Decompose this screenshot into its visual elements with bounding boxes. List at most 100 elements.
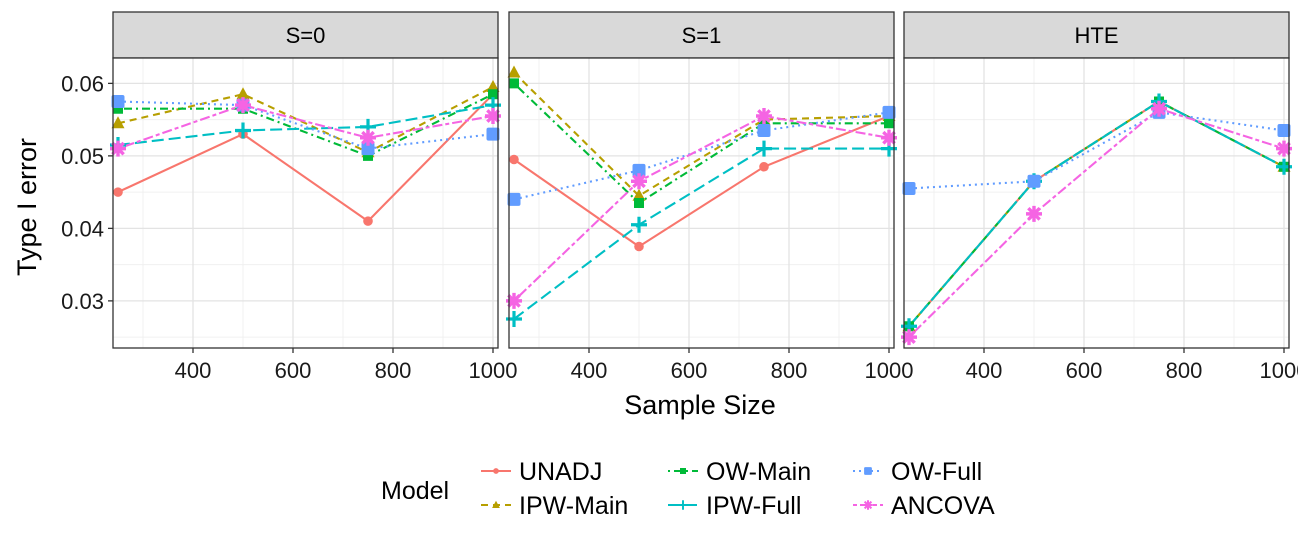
point-ow-full <box>361 142 375 156</box>
series-line-ancova <box>908 107 1285 338</box>
facet-strip <box>112 11 499 59</box>
x-tick-label: 1000 <box>865 358 914 383</box>
point-ipw-full <box>756 140 772 157</box>
legend-item-ipw-full: IPW-Full <box>668 492 801 520</box>
point-ipw-full <box>631 216 647 233</box>
legend-label: OW-Full <box>891 458 982 486</box>
series-line-ow-full <box>513 111 890 201</box>
x-tick-label: 400 <box>966 358 1003 383</box>
panel-border <box>903 57 1290 349</box>
point-ipw-main <box>236 87 250 100</box>
x-tick-label: 600 <box>275 358 312 383</box>
legend-key-marker <box>863 500 873 510</box>
point-ancova <box>506 292 522 309</box>
point-ow-full <box>1277 124 1291 137</box>
legend-label: IPW-Main <box>519 492 628 520</box>
series-line-unadj <box>117 93 494 223</box>
legend: Model UNADJ IPW-Main OW-Main IPW-Full OW-Ful… <box>381 458 995 520</box>
point-unadj <box>634 241 644 252</box>
plot-area <box>509 58 894 348</box>
series-line-ow-main <box>513 82 889 205</box>
y-tick-label: 0.03 <box>61 289 104 314</box>
series-line-ancova <box>513 114 890 302</box>
point-ow-full <box>507 192 521 206</box>
legend-key-marker <box>493 468 499 474</box>
legend-label: ANCOVA <box>891 492 995 520</box>
legend-title: Model <box>381 477 449 505</box>
legend-item-ow-main: OW-Main <box>668 458 811 486</box>
x-tick-label: 600 <box>1066 358 1103 383</box>
x-tick-label: 1000 <box>1260 358 1298 383</box>
point-unadj <box>113 187 123 197</box>
legend-item-ipw-main: IPW-Main <box>481 492 628 520</box>
x-tick-label: 600 <box>671 358 708 383</box>
point-ow-full <box>757 124 771 137</box>
panel-s-0: S=0 400 600 800 1000 0.03 0.04 0.05 0.06 <box>61 11 518 383</box>
x-tick-label: 400 <box>571 358 608 383</box>
point-ancova <box>1026 205 1042 222</box>
legend-key-marker <box>492 500 500 508</box>
series-line-ipw-full <box>117 104 494 147</box>
legend-item-ancova: ANCOVA <box>853 492 995 520</box>
point-ow-main <box>634 198 644 208</box>
plot-area <box>113 58 498 348</box>
panel-border <box>508 57 895 349</box>
legend-item-ow-full: OW-Full <box>853 458 982 486</box>
point-ancova <box>631 173 647 190</box>
facet-strip-label: S=1 <box>682 23 722 48</box>
legend-label: OW-Main <box>706 458 811 486</box>
point-ancova <box>485 108 501 124</box>
x-tick-label: 1000 <box>469 358 518 383</box>
legend-item-unadj: UNADJ <box>481 458 602 486</box>
point-unadj <box>759 161 769 172</box>
point-ipw-full <box>235 122 251 139</box>
panel-s-1: S=1 400 600 800 1000 <box>506 11 914 383</box>
point-ancova <box>360 129 376 146</box>
point-ipw-main <box>507 65 521 78</box>
point-ipw-main <box>486 80 500 92</box>
point-ancova <box>881 129 897 146</box>
series-line-ipw-full <box>513 147 889 320</box>
x-tick-label: 800 <box>771 358 808 383</box>
point-ow-main <box>488 89 498 100</box>
facet-strip-label: S=0 <box>286 23 326 48</box>
point-ow-full <box>632 163 646 177</box>
y-axis-title: Type I error <box>12 138 42 276</box>
x-tick-label: 800 <box>1166 358 1203 383</box>
point-ow-full <box>111 95 125 108</box>
plot-area <box>904 58 1289 348</box>
point-ow-full <box>1027 174 1041 188</box>
point-unadj <box>363 216 373 226</box>
point-ancova <box>901 329 917 346</box>
facet-panels: S=0 400 600 800 1000 0.03 0.04 0.05 0.06 S=1 400 60… <box>61 11 1298 383</box>
series-line-ipw-main <box>513 71 890 198</box>
point-ow-full <box>902 182 916 195</box>
y-tick-label: 0.06 <box>61 71 104 96</box>
legend-key-marker <box>680 468 686 474</box>
legend-key-marker <box>678 500 688 510</box>
point-ow-main <box>113 103 123 114</box>
facet-strip-label: HTE <box>1075 23 1119 48</box>
point-ipw-main <box>632 188 646 201</box>
point-ancova <box>1276 140 1292 157</box>
point-ancova <box>235 97 251 114</box>
facet-strip <box>903 11 1290 59</box>
legend-label: UNADJ <box>519 458 602 486</box>
point-ow-main <box>363 150 373 161</box>
x-tick-label: 400 <box>175 358 212 383</box>
point-ipw-main <box>111 116 125 129</box>
y-tick-label: 0.04 <box>61 216 104 241</box>
series-line-ipw-full <box>908 100 1285 327</box>
panel-hte: HTE 400 600 800 1000 <box>901 11 1298 383</box>
legend-label: IPW-Full <box>706 492 801 520</box>
y-tick-label: 0.05 <box>61 144 104 169</box>
series-line-ow-full <box>908 111 1285 190</box>
point-ow-full <box>486 127 500 141</box>
x-axis-title: Sample Size <box>624 390 776 420</box>
point-ancova <box>1151 100 1167 117</box>
point-ow-main <box>884 118 894 129</box>
facet-strip <box>508 11 895 59</box>
series-line-unadj <box>513 115 890 248</box>
point-unadj <box>509 154 519 165</box>
